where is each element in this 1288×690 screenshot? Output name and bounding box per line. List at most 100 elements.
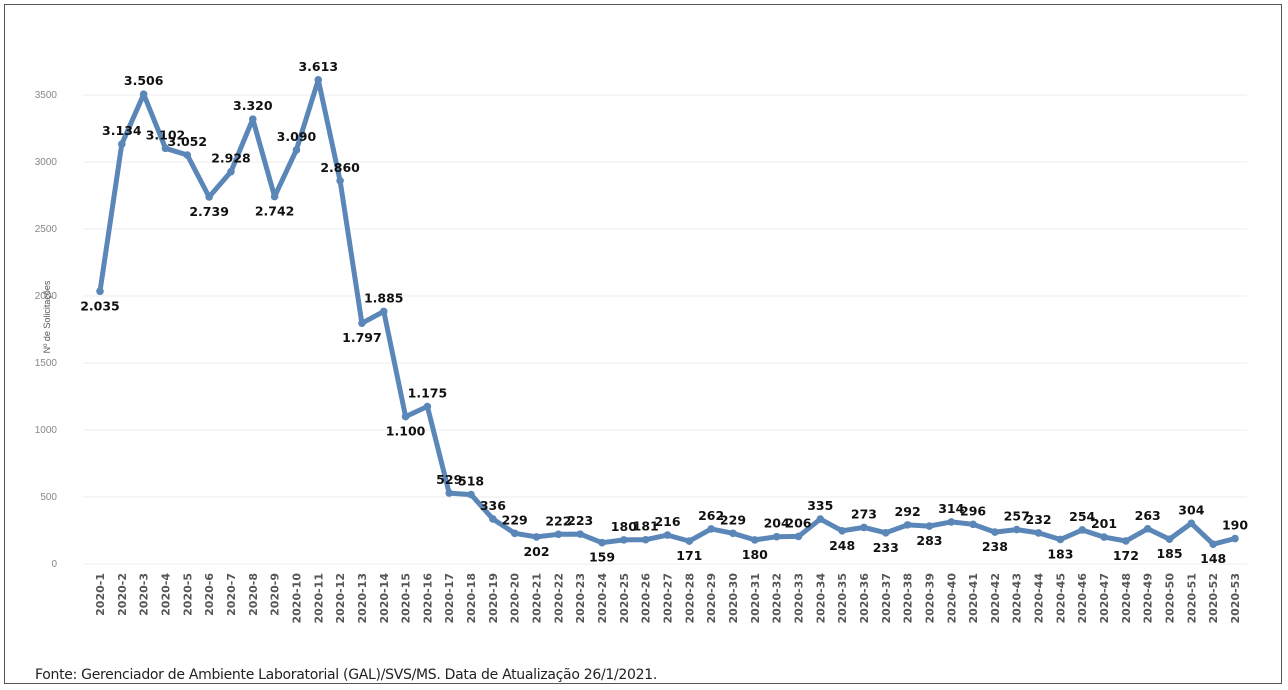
x-tick-label: 2020-51 xyxy=(1185,573,1198,624)
data-label: 2.035 xyxy=(80,298,120,313)
data-label: 204 xyxy=(764,516,790,531)
data-point xyxy=(1100,533,1108,541)
y-tick-label: 3000 xyxy=(35,157,58,168)
x-tick-label: 2020-13 xyxy=(356,573,369,624)
data-label: 335 xyxy=(807,498,833,513)
y-axis-title: Nº de Solicitações xyxy=(42,280,52,353)
x-tick-label: 2020-25 xyxy=(618,573,631,624)
data-point xyxy=(751,536,759,544)
data-point xyxy=(925,522,934,530)
data-label: 518 xyxy=(458,474,484,489)
x-tick-label: 2020-28 xyxy=(683,573,696,624)
data-label: 229 xyxy=(720,512,746,527)
y-tick-label: 3500 xyxy=(35,90,58,101)
data-point xyxy=(685,537,694,545)
data-point xyxy=(227,167,235,176)
data-point xyxy=(838,526,846,535)
data-point xyxy=(576,530,584,538)
x-tick-label: 2020-20 xyxy=(509,573,522,624)
data-point xyxy=(161,144,170,153)
data-label: 304 xyxy=(1178,502,1204,517)
y-tick-label: 1500 xyxy=(35,358,58,369)
data-point xyxy=(1187,519,1196,528)
data-label: 1.885 xyxy=(364,290,404,305)
data-point xyxy=(860,523,868,532)
data-point xyxy=(620,536,628,544)
data-point xyxy=(423,402,432,411)
series-line xyxy=(97,77,1238,547)
data-label: 206 xyxy=(785,515,811,530)
data-point xyxy=(510,529,519,538)
x-tick-label: 2020-41 xyxy=(967,573,980,624)
data-label: 3.613 xyxy=(298,59,338,74)
data-label: 183 xyxy=(1047,546,1073,561)
y-tick-label: 1000 xyxy=(35,425,58,436)
data-point xyxy=(947,518,956,526)
data-label: 181 xyxy=(633,519,659,534)
data-point xyxy=(401,412,410,421)
x-tick-label: 2020-18 xyxy=(465,573,478,624)
data-point xyxy=(183,151,192,159)
data-point xyxy=(532,533,541,541)
data-label: 1.797 xyxy=(342,330,382,345)
data-label: 1.175 xyxy=(408,386,448,401)
x-tick-label: 2020-12 xyxy=(334,573,347,624)
data-label: 172 xyxy=(1113,548,1139,563)
data-point xyxy=(1012,525,1021,534)
data-point xyxy=(336,176,344,185)
data-point xyxy=(1034,529,1043,537)
x-tick-label: 2020-34 xyxy=(814,573,827,624)
data-point xyxy=(881,528,890,537)
data-label: 296 xyxy=(960,503,986,518)
y-tick-label: 2500 xyxy=(35,224,58,235)
x-tick-label: 2020-44 xyxy=(1033,573,1046,624)
data-label: 2.928 xyxy=(211,151,251,166)
data-point xyxy=(205,193,213,201)
source-note: Fonte: Gerenciador de Ambiente Laborator… xyxy=(35,667,657,683)
x-tick-label: 2020-7 xyxy=(225,573,238,616)
data-point xyxy=(358,319,366,328)
x-tick-label: 2020-32 xyxy=(771,573,784,624)
data-label: 185 xyxy=(1156,546,1182,561)
data-label: 190 xyxy=(1222,518,1248,533)
x-tick-label: 2020-35 xyxy=(836,573,849,624)
data-label: 273 xyxy=(851,506,877,521)
x-tick-label: 2020-2 xyxy=(116,573,129,616)
x-tick-label: 2020-15 xyxy=(400,573,413,624)
x-tick-label: 2020-23 xyxy=(574,573,587,624)
x-tick-label: 2020-29 xyxy=(705,573,718,624)
data-label: 257 xyxy=(1004,509,1030,524)
x-tick-label: 2020-17 xyxy=(443,573,456,624)
data-point xyxy=(445,489,454,497)
data-label: 3.052 xyxy=(168,134,208,149)
data-label: 529 xyxy=(436,472,462,487)
data-label: 3.134 xyxy=(102,123,142,138)
data-point xyxy=(969,520,977,529)
data-label: 2.860 xyxy=(320,160,360,175)
data-point xyxy=(1078,526,1087,534)
x-tick-label: 2020-22 xyxy=(552,573,565,624)
x-tick-label: 2020-5 xyxy=(181,573,194,616)
x-tick-label: 2020-4 xyxy=(159,573,172,616)
x-tick-label: 2020-38 xyxy=(902,573,915,624)
data-label: 248 xyxy=(829,538,855,553)
data-label: 262 xyxy=(698,508,724,523)
x-tick-label: 2020-37 xyxy=(880,573,893,624)
x-tick-label: 2020-11 xyxy=(312,573,325,624)
data-point xyxy=(118,140,126,148)
x-tick-label: 2020-30 xyxy=(727,573,740,624)
x-tick-label: 2020-10 xyxy=(290,573,303,624)
data-label: 3.102 xyxy=(146,127,186,142)
data-label: 254 xyxy=(1069,509,1095,524)
data-point xyxy=(1122,537,1130,545)
data-point xyxy=(1209,540,1217,548)
chart-frame: 0 500 1000 1500 2000 2500 3000 3500 Nº de Solici… xyxy=(4,4,1282,684)
data-label: 314 xyxy=(938,501,964,516)
data-label: 2.739 xyxy=(189,204,229,219)
x-tick-label: 2020-47 xyxy=(1098,573,1111,624)
data-point xyxy=(794,532,803,541)
data-label: 223 xyxy=(567,513,593,528)
data-point xyxy=(991,528,999,536)
x-tick-label: 2020-31 xyxy=(749,573,762,624)
line-chart: 0 500 1000 1500 2000 2500 3000 3500 Nº de Solici… xyxy=(35,59,1249,624)
